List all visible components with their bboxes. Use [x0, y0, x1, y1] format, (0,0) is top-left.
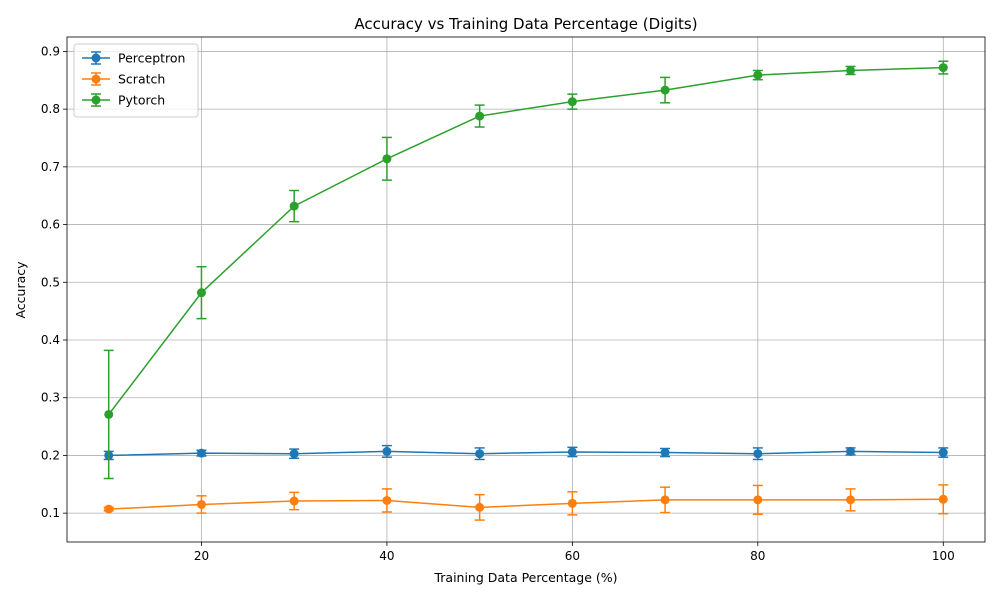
- chart-title: Accuracy vs Training Data Percentage (Di…: [354, 15, 697, 33]
- data-point-pytorch: [289, 201, 299, 211]
- legend-marker: [91, 74, 101, 84]
- legend-marker: [91, 53, 101, 63]
- plot-frame: [66, 36, 986, 543]
- data-point-pytorch: [753, 70, 763, 80]
- data-point-pytorch: [104, 409, 114, 419]
- series-line-pytorch: [108, 66, 944, 415]
- x-tick-label: 20: [194, 549, 209, 563]
- data-point-pytorch: [475, 111, 485, 121]
- data-point-scratch: [938, 494, 948, 504]
- y-tick-label: 0.5: [41, 275, 60, 289]
- data-point-perceptron: [660, 448, 670, 458]
- data-point-scratch: [382, 495, 392, 505]
- legend-marker: [91, 95, 101, 105]
- legend-label: Scratch: [118, 72, 165, 87]
- ticks: 20 40 60 80 100 0.1 0.2 0.3 0.4 0.5 0.6 0.7 0.8 0.9: [41, 44, 955, 563]
- legend-label: Pytorch: [118, 93, 165, 108]
- x-tick-label: 60: [565, 549, 580, 563]
- data-point-scratch: [104, 504, 114, 514]
- y-tick-label: 0.9: [41, 44, 60, 58]
- data-point-perceptron: [846, 446, 856, 456]
- series-pytorch: [103, 60, 949, 480]
- y-axis-label: Accuracy: [13, 261, 28, 319]
- legend: Perceptron Scratch Pytorch: [73, 43, 199, 118]
- y-tick-label: 0.3: [41, 391, 60, 405]
- data-point-perceptron: [382, 446, 392, 456]
- data-point-scratch: [567, 498, 577, 508]
- y-tick-label: 0.2: [41, 448, 60, 462]
- data-point-perceptron: [289, 449, 299, 459]
- series-perceptron: [103, 444, 949, 461]
- data-point-perceptron: [753, 449, 763, 459]
- y-tick-label: 0.7: [41, 160, 60, 174]
- legend-label: Perceptron: [118, 51, 185, 66]
- y-tick-label: 0.6: [41, 218, 60, 232]
- legend-item-perceptron: Perceptron: [82, 51, 185, 66]
- y-tick-label: 0.8: [41, 102, 60, 116]
- x-tick-label: 80: [750, 549, 765, 563]
- data-point-scratch: [289, 496, 299, 506]
- series-line-scratch: [108, 498, 944, 510]
- x-tick-label: 40: [379, 549, 394, 563]
- data-point-pytorch: [196, 288, 206, 298]
- data-point-pytorch: [567, 97, 577, 107]
- data-point-scratch: [196, 499, 206, 509]
- data-point-scratch: [753, 495, 763, 505]
- data-point-perceptron: [196, 448, 206, 458]
- x-axis-label: Training Data Percentage (%): [433, 570, 617, 585]
- data-point-scratch: [846, 495, 856, 505]
- data-point-pytorch: [846, 65, 856, 75]
- data-point-pytorch: [938, 63, 948, 73]
- series-line-perceptron: [108, 450, 944, 457]
- y-tick-label: 0.4: [41, 333, 60, 347]
- y-tick-label: 0.1: [41, 506, 60, 520]
- data-point-pytorch: [382, 154, 392, 164]
- legend-item-scratch: Scratch: [82, 72, 165, 87]
- data-point-perceptron: [475, 449, 485, 459]
- data-point-perceptron: [567, 447, 577, 457]
- series-group: [103, 60, 949, 521]
- x-tick-label: 100: [932, 549, 955, 563]
- data-point-pytorch: [660, 85, 670, 95]
- data-point-scratch: [660, 495, 670, 505]
- series-scratch: [103, 484, 949, 521]
- legend-box: [73, 43, 199, 118]
- data-point-perceptron: [938, 448, 948, 458]
- data-point-scratch: [475, 502, 485, 512]
- legend-item-pytorch: Pytorch: [82, 93, 165, 108]
